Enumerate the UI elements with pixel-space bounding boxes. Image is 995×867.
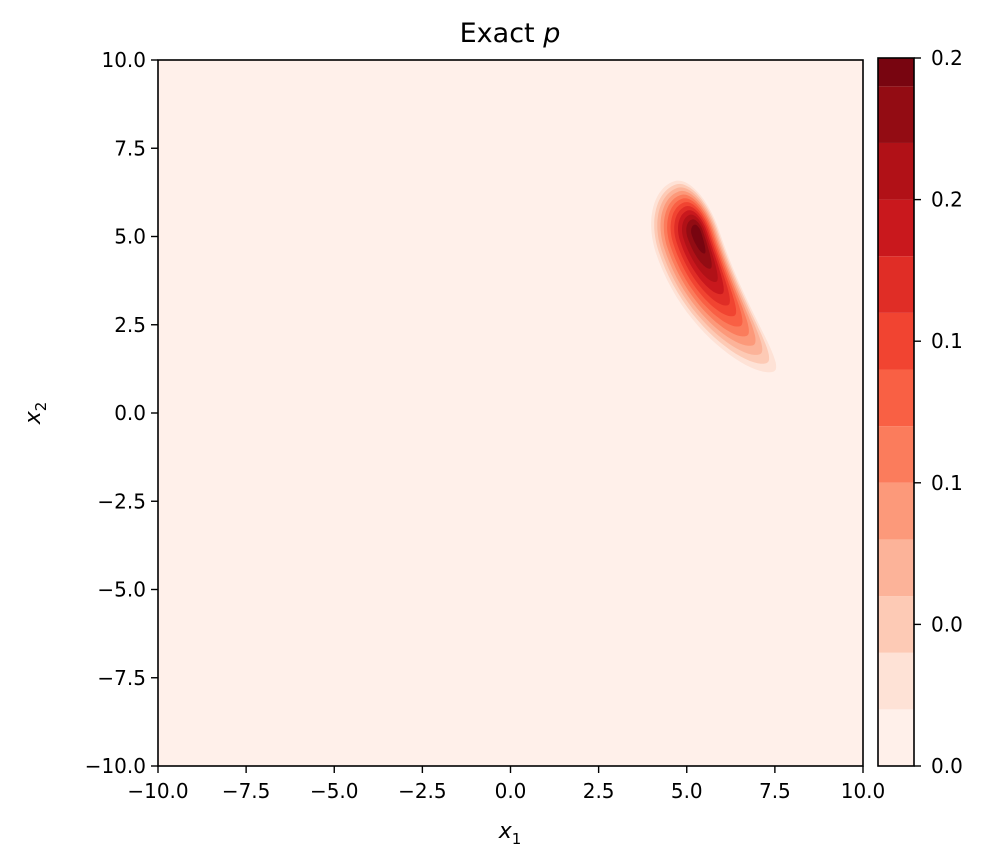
colorbar-tick-label: 0.0: [931, 612, 963, 636]
x-axis-ticks: −10.0 −7.5 −5.0 −2.5 0.0 2.5 5.0 7.5 10.0: [127, 766, 885, 803]
colorbar-tick-label: 0.2: [931, 188, 963, 212]
y-tick-label: 5.0: [114, 225, 146, 249]
colorbar-tick-label: 0.0: [931, 754, 963, 778]
colorbar-band: [878, 86, 914, 143]
colorbar-frame: [877, 57, 915, 767]
colorbar-band: [878, 482, 914, 540]
y-axis-ticks: −10.0 −7.5 −5.0 −2.5 0.0 2.5 5.0 7.5 10.0: [85, 48, 158, 778]
contour-band-12: [691, 224, 706, 254]
x-tick-label: −5.0: [310, 779, 359, 803]
x-tick-label: 0.0: [495, 779, 527, 803]
x-tick-label: 10.0: [841, 779, 886, 803]
x-tick-label: 2.5: [583, 779, 615, 803]
colorbar-band: [878, 426, 914, 483]
x-tick-label: 5.0: [671, 779, 703, 803]
x-tick-label: −10.0: [127, 779, 188, 803]
y-tick-label: −7.5: [97, 666, 146, 690]
x-tick-label: 7.5: [759, 779, 791, 803]
x-axis-label: x1: [498, 819, 522, 848]
y-tick-label: 0.0: [114, 401, 146, 425]
y-tick-label: 2.5: [114, 313, 146, 337]
colorbar-band: [878, 652, 914, 710]
colorbar-band: [878, 709, 914, 766]
y-tick-label: 10.0: [101, 48, 146, 72]
contour-layer: [651, 180, 777, 373]
colorbar-band: [878, 256, 914, 313]
colorbar: 0.0 0.0 0.1 0.1 0.2 0.2: [877, 46, 963, 778]
colorbar-band: [878, 312, 914, 370]
colorbar-band: [878, 596, 914, 653]
y-tick-label: −2.5: [97, 489, 146, 513]
plot-background: [158, 60, 863, 766]
y-axis-label: x2: [21, 402, 50, 426]
colorbar-band: [878, 369, 914, 427]
colorbar-tick-label: 0.1: [931, 471, 963, 495]
colorbar-tick-label: 0.1: [931, 329, 963, 353]
colorbar-band: [878, 199, 914, 257]
plot-area: [157, 59, 864, 767]
colorbar-band: [878, 58, 914, 87]
y-tick-label: −5.0: [97, 578, 146, 602]
y-tick-label: 7.5: [114, 136, 146, 160]
y-tick-label: −10.0: [85, 754, 146, 778]
x-tick-label: −7.5: [222, 779, 271, 803]
colorbar-band: [878, 539, 914, 597]
colorbar-bands: [878, 58, 914, 766]
colorbar-band: [878, 142, 914, 200]
colorbar-ticks: 0.0 0.0 0.1 0.1 0.2 0.2: [914, 46, 963, 778]
colorbar-tick-label: 0.2: [931, 46, 963, 70]
x-tick-label: −2.5: [398, 779, 447, 803]
chart-title: Exact p: [460, 18, 561, 49]
